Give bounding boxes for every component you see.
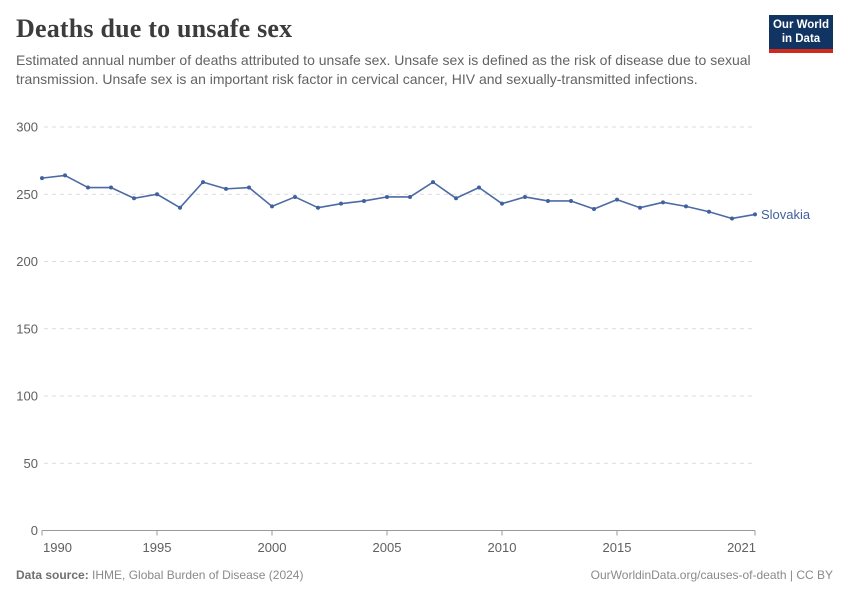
data-point	[523, 194, 527, 199]
y-axis-tick-label: 300	[16, 120, 38, 135]
data-source: Data source: IHME, Global Burden of Dise…	[16, 568, 303, 582]
owid-logo[interactable]: Our World in Data	[769, 15, 833, 53]
data-point	[270, 204, 274, 209]
owid-logo-stripe	[769, 49, 833, 53]
data-point	[707, 209, 711, 214]
data-point	[408, 194, 412, 199]
y-axis-tick-label: 200	[16, 254, 38, 269]
series-line-slovakia	[41, 174, 756, 220]
data-point	[247, 185, 251, 190]
x-axis-tick-label: 2015	[603, 540, 632, 555]
data-point	[109, 185, 113, 190]
data-point	[362, 198, 366, 203]
data-point	[569, 198, 573, 203]
owid-logo-line1: Our World	[772, 19, 829, 31]
data-point	[63, 173, 67, 178]
data-source-label: Data source:	[16, 568, 89, 582]
page-title: Deaths due to unsafe sex	[16, 14, 293, 43]
x-axis-tick-label: 2010	[488, 540, 517, 555]
data-point	[155, 192, 159, 197]
data-point	[638, 205, 642, 210]
data-point	[40, 176, 44, 181]
chart-subtitle: Estimated annual number of deaths attrib…	[16, 52, 751, 87]
data-point	[661, 200, 665, 205]
data-point	[730, 216, 734, 221]
y-axis-tick-label: 100	[16, 389, 38, 404]
y-axis-tick-label: 50	[24, 456, 38, 471]
data-point	[385, 194, 389, 199]
credit-link[interactable]: OurWorldinData.org/causes-of-death | CC …	[590, 568, 833, 582]
data-point	[201, 180, 205, 185]
chart-footer: Data source: IHME, Global Burden of Dise…	[16, 568, 833, 582]
x-axis-tick-label: 2021	[727, 540, 756, 555]
data-point	[454, 196, 458, 201]
data-point	[293, 194, 297, 199]
x-axis-tick-label: 2000	[258, 540, 287, 555]
data-point	[615, 197, 619, 202]
y-axis-tick-label: 150	[16, 321, 38, 336]
data-point	[684, 204, 688, 209]
data-point	[224, 186, 228, 191]
data-point	[132, 196, 136, 201]
data-point	[431, 180, 435, 185]
y-axis-tick-label: 0	[31, 523, 38, 538]
data-point	[316, 205, 320, 210]
data-source-text: IHME, Global Burden of Disease (2024)	[88, 568, 304, 582]
series-label-slovakia: Slovakia	[761, 206, 811, 222]
y-axis-tick-label: 250	[16, 187, 38, 202]
data-point	[477, 185, 481, 190]
x-axis-tick-label: 1995	[143, 540, 172, 555]
x-axis-tick-label: 2005	[373, 540, 402, 555]
data-point	[546, 198, 550, 203]
owid-logo-line2: in Data	[781, 32, 821, 45]
owid-logo-text: Our World in Data	[769, 15, 833, 49]
data-point	[592, 207, 596, 212]
data-point	[86, 185, 90, 190]
data-point	[500, 201, 504, 206]
data-point	[753, 212, 757, 217]
data-point	[178, 205, 182, 210]
x-axis-tick-label: 1990	[43, 540, 72, 555]
data-point	[339, 201, 343, 206]
